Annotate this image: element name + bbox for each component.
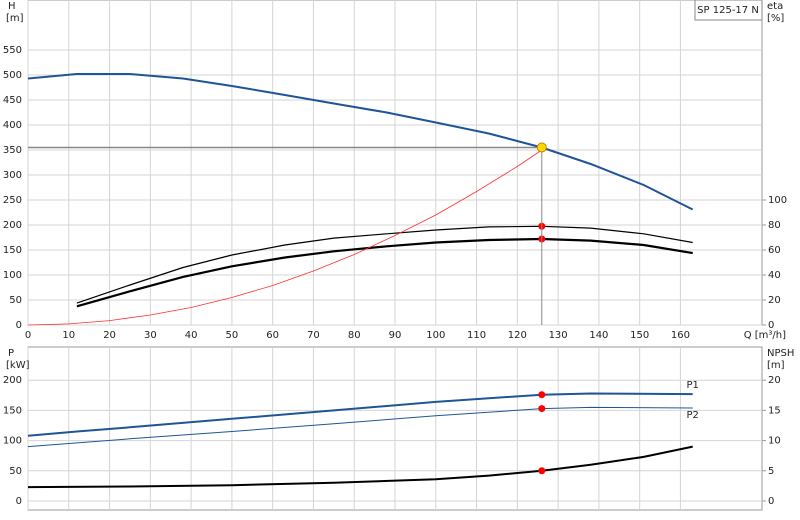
x-tick-label: 0 [25,330,31,341]
x-tick-label: 120 [508,330,527,341]
x-tick-label: 80 [348,330,361,341]
y-tick-label: 200 [3,375,22,386]
x-tick-label: 110 [467,330,486,341]
x-tick-label: 100 [426,330,445,341]
curve [27,73,694,211]
y-tick-label: 150 [3,405,22,416]
y-tick-label: 150 [3,245,22,256]
y2-tick-label: 20 [768,295,781,306]
y-tick-label: 0 [16,496,22,507]
x-tick-label: 150 [630,330,649,341]
operating-point [538,405,546,413]
y-tick-label: 350 [3,145,22,156]
x-tick-label: 30 [144,330,157,341]
y-tick-label: 0 [16,320,22,331]
x-tick-label: 40 [185,330,198,341]
y-tick-label: 400 [3,120,22,131]
y-tick-label: 50 [9,466,22,477]
y-tick-label: 250 [3,195,22,206]
operating-point [538,391,546,399]
y2-axis-unit: [m] [767,360,785,371]
y2-tick-label: 15 [768,405,781,416]
x-tick-label: 20 [103,330,116,341]
series-label: P2 [686,410,698,421]
y-tick-label: 300 [3,170,22,181]
x-tick-label: 90 [389,330,402,341]
y2-axis-label: eta [767,1,783,12]
y-tick-label: 200 [3,220,22,231]
chart-title: SP 125-17 N [697,5,759,16]
y2-tick-label: 10 [768,436,781,447]
y-axis-unit: [kW] [6,360,30,371]
curve [76,237,693,308]
y-tick-label: 100 [3,270,22,281]
curve [27,392,693,437]
x-tick-label: 130 [549,330,568,341]
x-tick-label: 10 [62,330,75,341]
x-axis-label: Q [m³/h] [744,330,786,341]
operating-point [536,142,547,153]
y-axis-unit: [m] [6,13,24,24]
curve [27,445,693,489]
y-axis-label: H [8,1,16,12]
y-tick-label: 500 [3,70,22,81]
y2-tick-label: 100 [768,195,787,206]
y2-tick-label: 0 [768,320,774,331]
series-label: P1 [686,380,698,391]
operating-point [538,467,546,475]
y2-axis-unit: [%] [767,13,784,24]
y-tick-label: 450 [3,95,22,106]
y2-tick-label: 80 [768,220,781,231]
curve [27,406,693,448]
y-axis-label: P [8,348,14,359]
x-tick-label: 50 [226,330,239,341]
y2-tick-label: 0 [768,496,774,507]
curve [76,225,693,304]
x-tick-label: 160 [671,330,690,341]
y2-tick-label: 20 [768,375,781,386]
title-box [694,0,763,21]
x-tick-label: 70 [307,330,320,341]
y-tick-label: 50 [9,295,22,306]
x-tick-label: 60 [266,330,279,341]
x-tick-label: 140 [589,330,608,341]
y2-tick-label: 5 [768,466,774,477]
y2-tick-label: 40 [768,270,781,281]
curve [27,149,543,326]
y-tick-label: 550 [3,45,22,56]
y2-tick-label: 60 [768,245,781,256]
y-tick-label: 100 [3,436,22,447]
y2-axis-label: NPSH [767,348,794,359]
